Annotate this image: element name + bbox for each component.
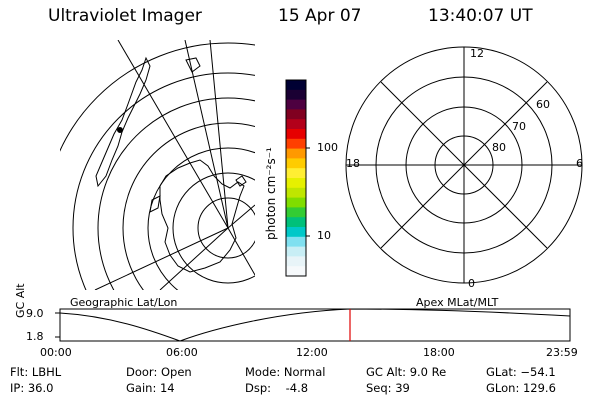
lat-label-80: 80 [492, 141, 506, 154]
altitude-tick-1-8: 1.8 [26, 330, 44, 343]
gain-status: Gain: 14 [126, 381, 175, 395]
colorbar-frame [285, 79, 307, 277]
time-tick-0000: 00:00 [40, 346, 72, 359]
colorbar-segment [286, 148, 306, 159]
colorbar-segment [286, 207, 306, 218]
geographic-map-label: Geographic Lat/Lon [70, 296, 178, 309]
colorbar-segment [286, 266, 306, 277]
mlt-label-0: 0 [468, 277, 475, 290]
colorbar-segment [286, 236, 306, 248]
time-tick-1800: 18:00 [423, 346, 455, 359]
time-tick-2359: 23:59 [546, 346, 578, 359]
apex-map-label: Apex MLat/MLT [416, 296, 499, 309]
colorbar-segment [286, 246, 306, 257]
colorbar-segment [286, 178, 306, 189]
colorbar-segment [286, 119, 306, 130]
colorbar-segment [286, 187, 306, 199]
colorbar-segment [286, 227, 306, 238]
mlt-label-18: 18 [346, 157, 360, 170]
filter-status: Flt: LBHL [10, 365, 62, 379]
colorbar-segment [286, 168, 306, 179]
time-tick-1200: 12:00 [296, 346, 328, 359]
dsp-status: Dsp: -4.8 [245, 381, 309, 395]
colorbar-segment [286, 256, 306, 267]
time-label: 13:40:07 UT [428, 6, 533, 26]
colorbar-tick-100: 100 [317, 141, 338, 154]
colorbar-tick-10: 10 [317, 229, 331, 242]
colorbar-segment [286, 99, 306, 110]
gc-altitude-status: GC Alt: 9.0 Re [366, 365, 447, 379]
colorbar-segment [286, 89, 306, 101]
lat-label-60: 60 [536, 98, 550, 111]
colorbar-segment [286, 217, 306, 228]
colorbar-segment [286, 80, 306, 91]
altitude-tick-9: 9.0 [26, 307, 44, 320]
lat-label-70: 70 [512, 120, 526, 133]
colorbar-segment [286, 158, 306, 169]
colorbar-segment [286, 129, 306, 140]
door-status: Door: Open [126, 365, 192, 379]
mode-status: Mode: Normal [245, 365, 326, 379]
colorbar [285, 79, 310, 277]
date-label: 15 Apr 07 [278, 6, 362, 26]
sequence-status: Seq: 39 [366, 381, 410, 395]
ip-status: IP: 36.0 [10, 381, 54, 395]
glon-status: GLon: 129.6 [486, 381, 556, 395]
colorbar-segment [286, 197, 306, 208]
colorbar-segment [286, 138, 306, 150]
colorbar-segment [286, 109, 306, 120]
time-tick-0600: 06:00 [166, 346, 198, 359]
glat-status: GLat: −54.1 [486, 365, 556, 379]
mlt-label-6: 6 [576, 157, 583, 170]
instrument-title: Ultraviolet Imager [48, 6, 202, 26]
mlt-label-12: 12 [470, 47, 484, 60]
